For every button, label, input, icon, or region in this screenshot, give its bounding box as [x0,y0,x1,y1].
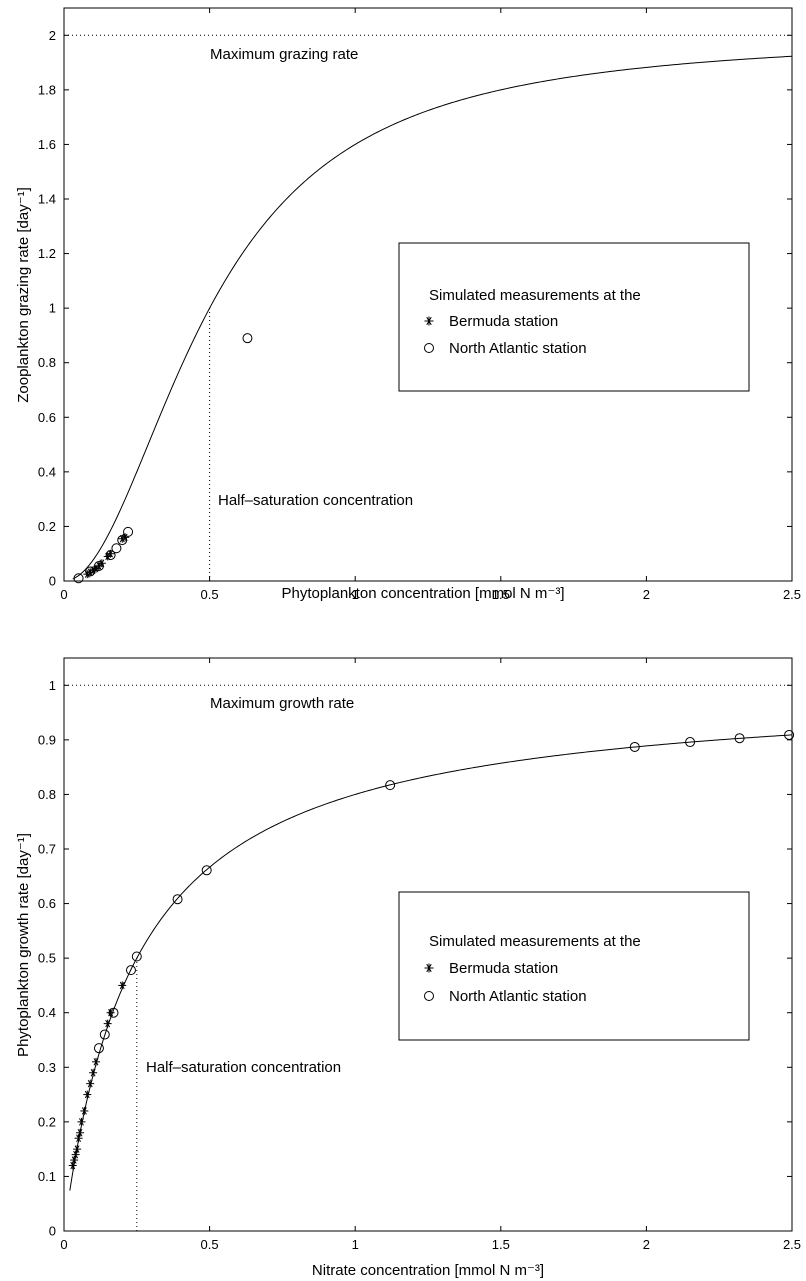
x-tick-label: 0 [60,587,67,602]
chart-1-fit-curve [72,55,793,580]
chart-1-y-axis-label: Zooplankton grazing rate [day⁻¹] [15,187,32,403]
y-tick-label: 1.2 [38,246,56,261]
north-atlantic-point [172,894,183,905]
bermuda-point [83,1090,92,1099]
chart-1: 0 0.2 0.4 0.6 0.8 1 1.2 1.4 1.6 1.8 2 0 0.5 1 1.5 2 2.5… [15,7,801,602]
y-tick-label: 1.4 [38,192,56,207]
bermuda-point [73,1145,82,1154]
chart-2-legend-box [398,891,750,1041]
chart-1-half-sat-label: Half–saturation concentration [218,492,413,509]
north-atlantic-point [108,1007,119,1018]
chart-2-legend-entry-north-atlantic: North Atlantic station [449,988,587,1005]
north-atlantic-point [117,535,128,546]
bermuda-point [77,1117,86,1126]
chart-1-x-axis-label: Phytoplankton concentration [mmol N m⁻³] [281,585,564,602]
chart-2-x-axis-label: Nitrate concentration [mmol N m⁻³] [312,1262,544,1279]
chart-1-legend-box [398,242,750,392]
y-tick-label: 0.1 [38,1169,56,1184]
x-tick-label: 2 [643,587,650,602]
north-atlantic-point [85,566,96,577]
north-atlantic-point [111,543,122,554]
y-tick-label: 1 [49,301,56,316]
y-tick-label: 1 [49,678,56,693]
x-tick-label: 2 [643,1237,650,1252]
x-tick-label: 2.5 [783,1237,801,1252]
y-tick-label: 0 [49,574,56,589]
chart-2-legend-circle-marker [424,991,434,1001]
north-atlantic-point [73,573,84,584]
north-atlantic-point [685,737,696,748]
north-atlantic-point [105,550,116,561]
north-atlantic-point [93,560,104,571]
y-tick-label: 0.4 [38,464,56,479]
chart-2-plot-area [63,657,793,1232]
north-atlantic-point [99,1029,110,1040]
x-tick-label: 1 [352,1237,359,1252]
chart-2-max-label: Maximum growth rate [210,695,354,712]
bermuda-point [103,1019,112,1028]
y-tick-label: 0.5 [38,951,56,966]
y-tick-label: 0.3 [38,1060,56,1075]
series-bermuda [68,981,127,1170]
x-tick-label: 1.5 [492,1237,510,1252]
bermuda-point [92,1057,101,1066]
chart-1-legend-entry-north-atlantic: North Atlantic station [449,340,587,357]
chart-1-legend: Simulated measurements at the Bermuda st… [398,242,750,392]
north-atlantic-point [201,865,212,876]
y-tick-label: 0.7 [38,842,56,857]
chart-2-legend-asterisk-marker [424,963,434,973]
chart-2: 0 0.1 0.2 0.3 0.4 0.5 0.6 0.7 0.8 0.9 1 0 0.5 1 1.5 2 2… [15,657,801,1279]
north-atlantic-point [93,1043,104,1054]
north-atlantic-point [131,951,142,962]
north-atlantic-point [734,733,745,744]
x-tick-label: 0.5 [201,1237,219,1252]
bermuda-point [86,1079,95,1088]
y-tick-label: 1.8 [38,82,56,97]
x-tick-label: 1 [352,587,359,602]
bermuda-point [118,981,127,990]
y-tick-label: 0.4 [38,1005,56,1020]
y-tick-label: 0.9 [38,732,56,747]
y-tick-label: 0.6 [38,410,56,425]
north-atlantic-point [629,741,640,752]
chart-1-max-label: Maximum grazing rate [210,46,358,63]
y-tick-label: 0 [49,1224,56,1239]
x-tick-label: 1.5 [492,587,510,602]
y-tick-label: 0.8 [38,787,56,802]
north-atlantic-point [123,526,134,537]
chart-2-y-axis-label: Phytoplankton growth rate [day⁻¹] [15,833,32,1057]
north-atlantic-point [784,729,795,740]
chart-1-plot-area [63,7,793,582]
bermuda-point [89,1068,98,1077]
chart-1-legend-title: Simulated measurements at the [429,287,641,304]
y-tick-label: 0.8 [38,355,56,370]
chart-1-legend-entry-bermuda: Bermuda station [449,313,558,330]
bermuda-point [80,1106,89,1115]
y-tick-label: 2 [49,28,56,43]
legend-asterisk [424,316,434,326]
series-north-atlantic [93,729,795,1054]
bermuda-point [76,1128,85,1137]
chart-2-legend-title: Simulated measurements at the [429,933,641,950]
y-tick-label: 0.2 [38,519,56,534]
series-north-atlantic [73,333,253,584]
chart-2-fit-curve [69,734,793,1191]
y-tick-label: 1.6 [38,137,56,152]
x-tick-label: 2.5 [783,587,801,602]
chart-2-legend-entry-bermuda: Bermuda station [449,960,558,977]
y-tick-label: 0.2 [38,1114,56,1129]
chart-2-legend: Simulated measurements at the Bermuda st… [398,891,750,1041]
legend-asterisk [424,963,434,973]
chart-2-half-sat-label: Half–saturation concentration [146,1059,341,1076]
x-tick-label: 0 [60,1237,67,1252]
north-atlantic-point [125,965,136,976]
y-tick-label: 0.6 [38,896,56,911]
north-atlantic-point [242,333,253,344]
x-tick-label: 0.5 [201,587,219,602]
chart-1-legend-circle-marker [424,343,434,353]
north-atlantic-point [385,780,396,791]
chart-1-legend-asterisk-marker [424,316,434,326]
